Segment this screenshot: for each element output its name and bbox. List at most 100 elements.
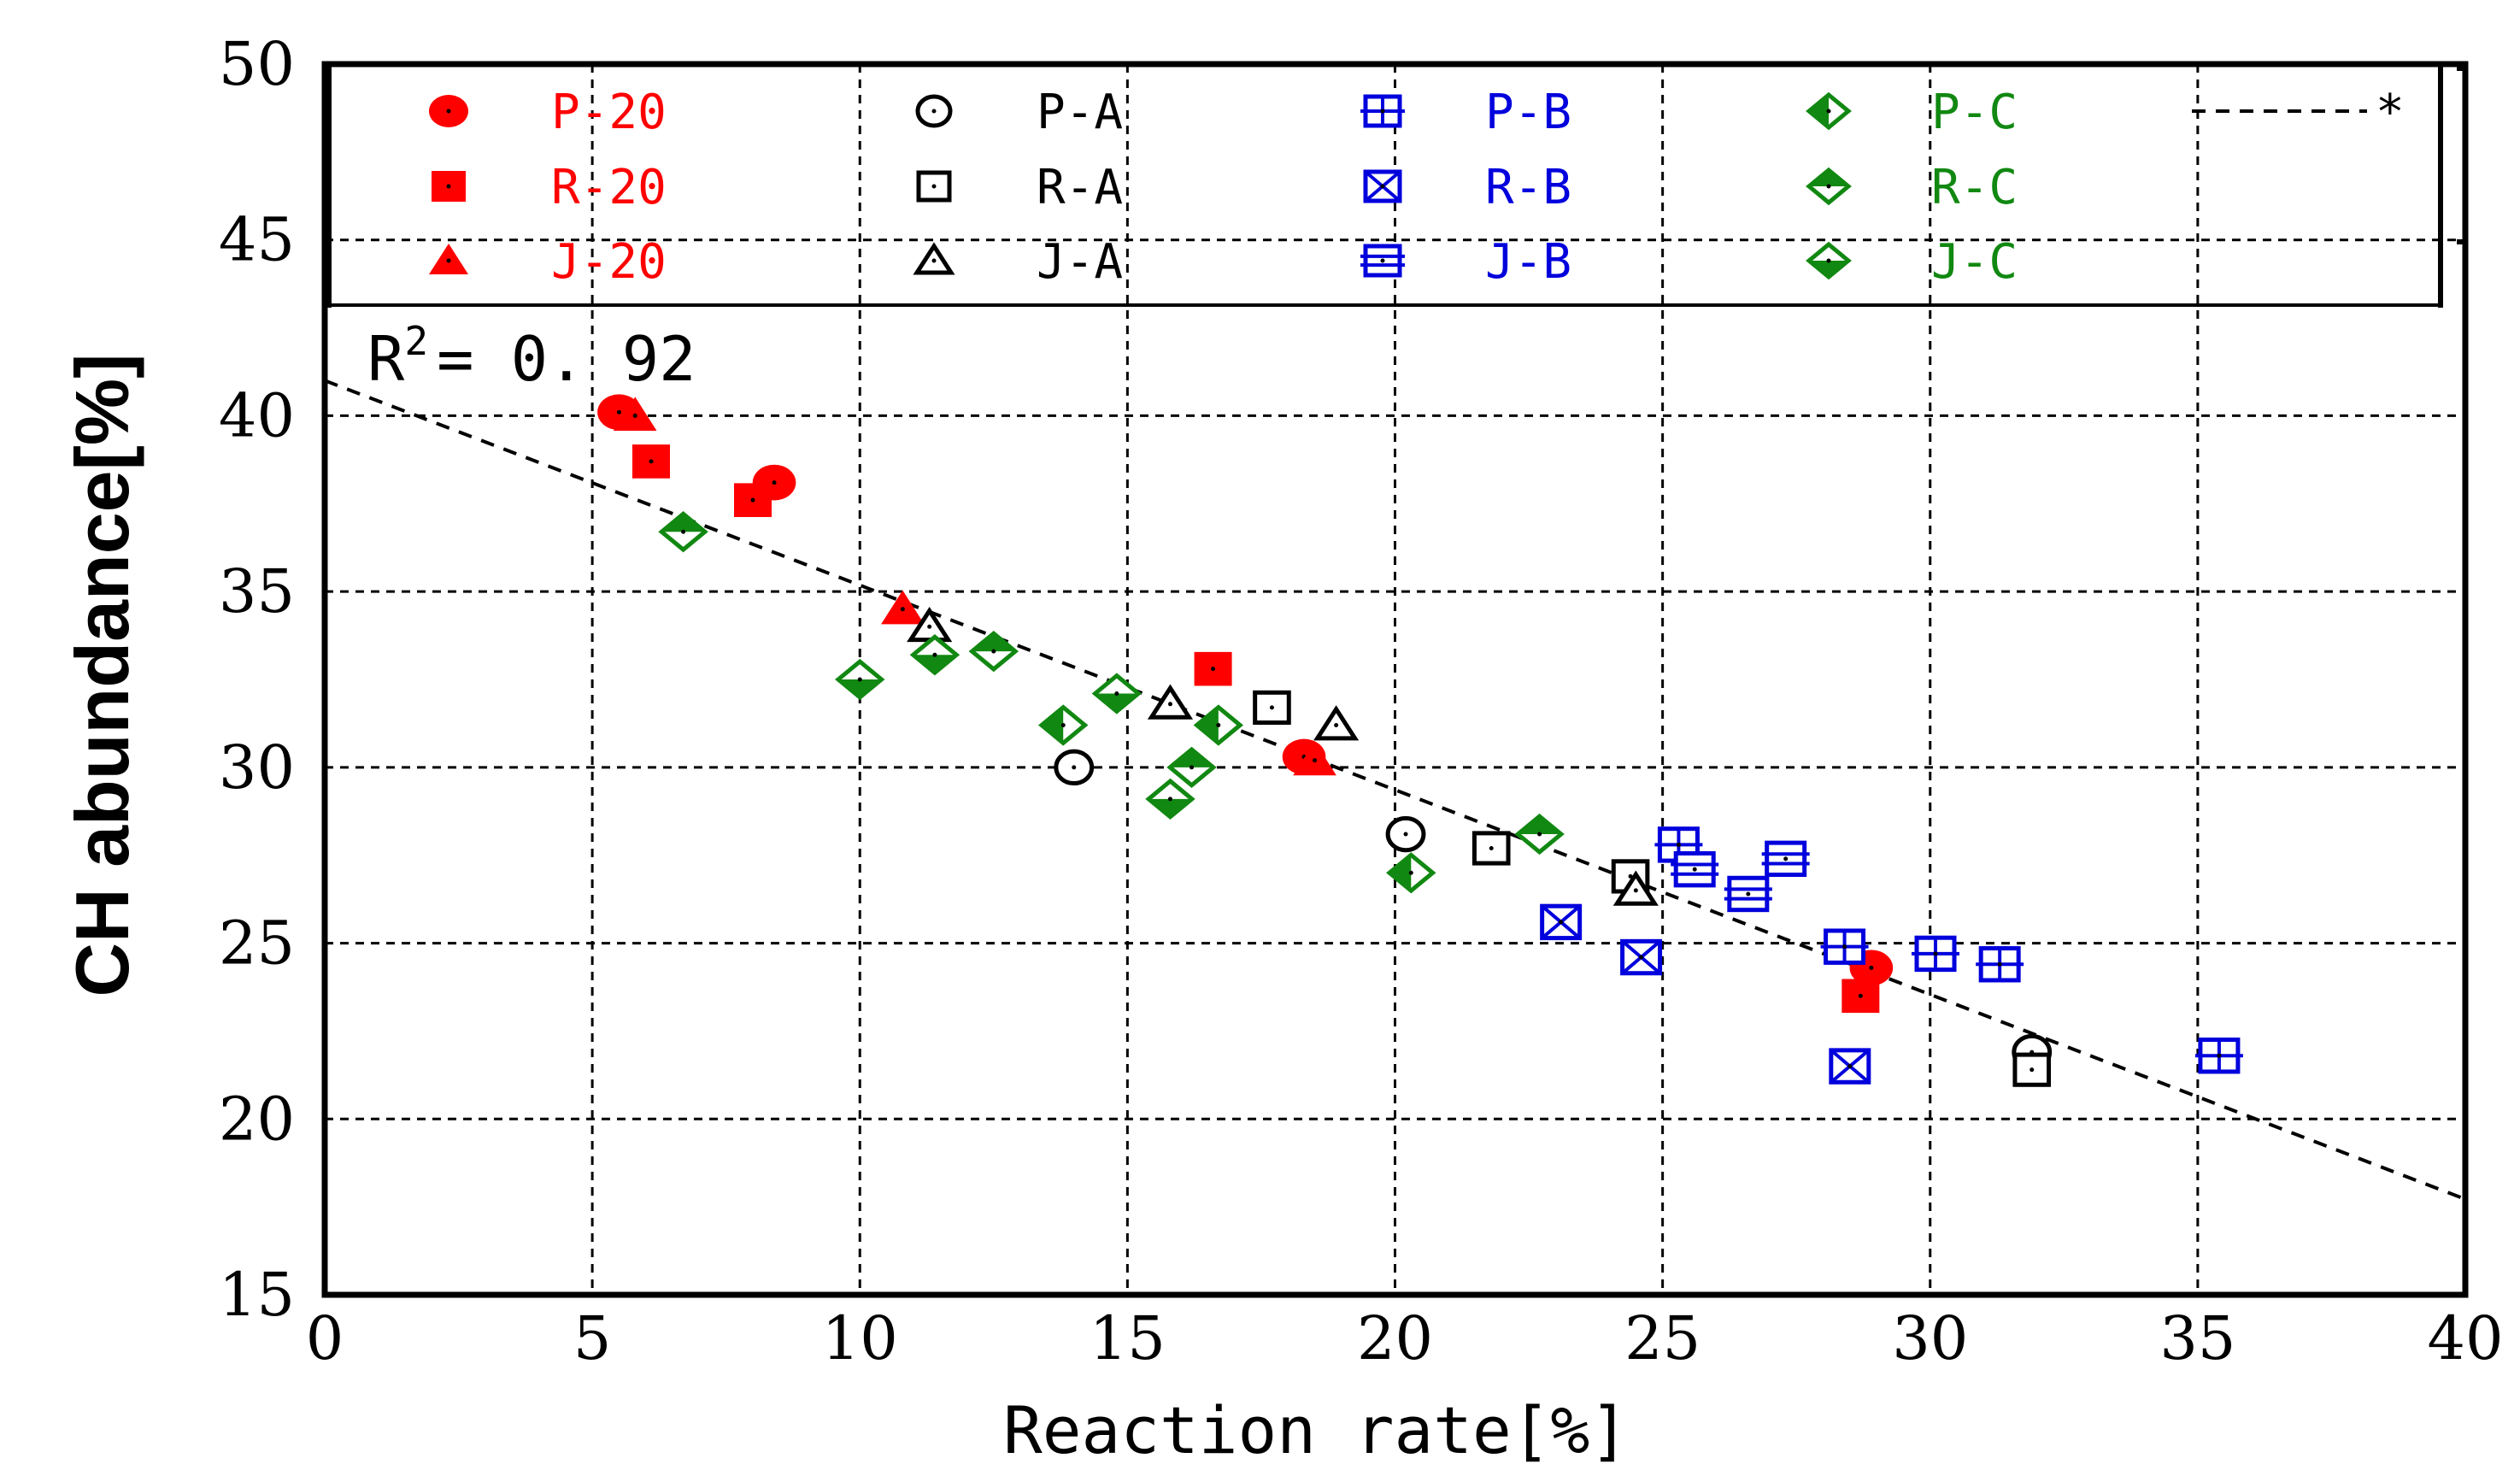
annotation-r-squared: R2 = 0. 92 [367, 318, 696, 395]
point-J-B [1724, 875, 1772, 913]
series-J-20 [613, 397, 1336, 776]
y-tick-labels: 15 20 25 30 35 40 45 50 [219, 29, 295, 1330]
point-J-C [909, 634, 960, 676]
legend-entry-P-20: P-20 [429, 85, 667, 140]
data-points [597, 394, 2243, 1087]
point-J-C [1145, 778, 1195, 820]
legend-label: R-A [1037, 160, 1123, 215]
point-R-C [1514, 813, 1565, 856]
legend-label: R-20 [551, 160, 667, 215]
legend-entry-P-C: P-C [1806, 85, 2018, 140]
point-P-C [1386, 852, 1436, 894]
point-R-20 [632, 444, 671, 479]
x-tick-label: 40 [2427, 1303, 2503, 1373]
legend-label: R-C [1931, 160, 2018, 215]
point-J-A [1147, 684, 1194, 720]
y-tick-label: 50 [219, 29, 295, 99]
legend-entry-J-B: J-B [1360, 234, 1571, 290]
point-P-B [2194, 1038, 2243, 1074]
point-R-20 [1194, 651, 1232, 686]
point-R-B [1620, 938, 1663, 976]
series-R-20 [632, 444, 1880, 1014]
point-R-C [658, 511, 708, 553]
point-J-B [1761, 840, 1810, 878]
x-tick-label: 0 [306, 1303, 344, 1373]
point-J-A [1612, 870, 1659, 906]
series-J-B [1671, 840, 1810, 913]
point-J-C [835, 658, 885, 701]
y-tick-label: 25 [219, 908, 295, 979]
x-tick-label: 10 [822, 1303, 898, 1373]
legend-trendline-label: * [2376, 85, 2405, 140]
point-P-A [1054, 749, 1095, 786]
legend-label: P-20 [551, 85, 667, 140]
point-R-20 [1842, 979, 1880, 1014]
point-P-B [1976, 946, 2024, 983]
legend-entry-R-A: R-A [916, 160, 1123, 215]
point-R-B [1829, 1048, 1871, 1085]
point-R-A [1253, 690, 1291, 726]
legend-marker-R-B [1363, 169, 1402, 203]
legend-label: R-B [1485, 160, 1571, 215]
point-P-B [1820, 928, 1869, 965]
legend-marker-P-B [1360, 94, 1405, 128]
legend-label: P-A [1037, 85, 1123, 140]
legend-label: J-A [1037, 234, 1123, 290]
legend: P-20 R-20 J-20 P-A R-A J-A P-B R-B J-B P-C R-C J-C * [326, 64, 2465, 308]
point-P-C [1037, 704, 1089, 746]
point-P-B [1654, 826, 1703, 863]
point-J-C [1091, 673, 1143, 714]
point-R-C [968, 630, 1019, 673]
legend-entry-J-20: J-20 [429, 234, 667, 290]
point-J-20 [881, 590, 925, 625]
y-tick-label: 20 [219, 1084, 295, 1154]
legend-entry-J-C: J-C [1806, 234, 2018, 290]
legend-marker-R-20 [432, 171, 466, 202]
point-J-B [1671, 850, 1719, 888]
series-J-C [835, 634, 1195, 820]
legend-label: P-B [1485, 85, 1571, 140]
legend-marker-R-C [1806, 167, 1852, 206]
x-tick-labels: 0 5 10 15 20 25 30 35 40 [306, 1303, 2504, 1373]
x-axis-title: Reaction rate[%] [1003, 1392, 1629, 1468]
legend-marker-J-A [913, 242, 955, 275]
point-R-C [1166, 746, 1217, 788]
legend-marker-J-C [1806, 241, 1852, 280]
point-P-B [1912, 935, 1960, 973]
x-tick-label: 30 [1892, 1303, 1968, 1373]
legend-entry-R-C: R-C [1806, 160, 2018, 215]
series-R-A [1253, 690, 2052, 1087]
x-tick-label: 20 [1357, 1303, 1433, 1373]
legend-entry-trendline: * [2192, 85, 2405, 140]
point-J-20 [1293, 741, 1336, 776]
x-tick-label: 5 [573, 1303, 612, 1373]
point-P-A [1385, 815, 1426, 853]
x-tick-label: 35 [2159, 1303, 2235, 1373]
legend-marker-J-20 [429, 244, 468, 274]
point-R-20 [734, 483, 772, 517]
point-J-A [1313, 705, 1360, 741]
legend-entry-P-B: P-B [1360, 85, 1571, 140]
legend-entry-R-B: R-B [1363, 160, 1571, 215]
point-P-C [1193, 704, 1244, 746]
series-R-B [1540, 903, 1871, 1085]
legend-marker-P-C [1806, 91, 1852, 131]
legend-marker-P-A [915, 94, 953, 128]
legend-entry-J-A: J-A [913, 234, 1123, 290]
legend-entry-R-20: R-20 [432, 160, 667, 215]
x-tick-label: 25 [1624, 1303, 1701, 1373]
point-R-B [1540, 903, 1583, 941]
point-J-20 [613, 397, 657, 432]
x-tick-label: 15 [1090, 1303, 1166, 1373]
series-P-B [1654, 826, 2243, 1074]
legend-label: J-C [1931, 234, 2018, 290]
legend-entry-P-A: P-A [915, 85, 1123, 140]
series-P-C [1037, 704, 1436, 894]
point-R-A [2012, 1052, 2052, 1087]
y-tick-label: 45 [219, 205, 295, 275]
y-axis-title: CH abundance[%] [60, 354, 144, 997]
y-tick-label: 35 [219, 556, 295, 626]
y-tick-label: 30 [219, 732, 295, 803]
